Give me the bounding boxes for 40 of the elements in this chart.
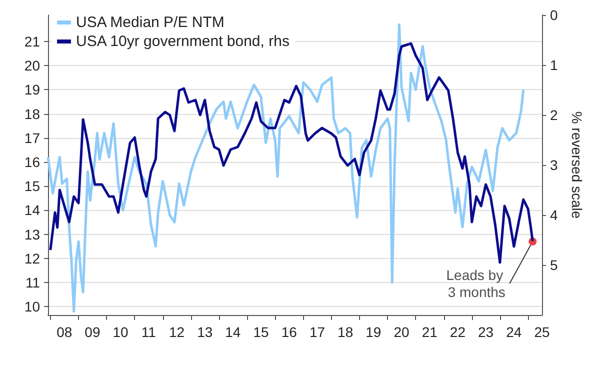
y2-tick-label: 4: [550, 207, 558, 223]
y2-tick-label: 0: [550, 7, 558, 23]
x-tick-label: 16: [281, 324, 298, 340]
y-tick-label: 12: [24, 250, 40, 266]
y-tick-label: 13: [24, 226, 40, 242]
x-tick-label: 13: [197, 324, 213, 340]
y2-tick-label: 2: [550, 107, 558, 123]
y2-tick-label: 1: [550, 57, 558, 73]
y-tick-label: 14: [24, 202, 40, 218]
y-tick-label: 16: [24, 154, 40, 170]
x-tick-label: 11: [141, 324, 156, 340]
y-tick-label: 19: [24, 82, 40, 98]
y2-tick-label: 5: [550, 257, 558, 273]
x-tick-label: 10: [112, 324, 129, 340]
y-tick-label: 17: [24, 130, 40, 146]
x-tick-label: 25: [534, 324, 550, 340]
y-tick-label: 10: [24, 298, 40, 315]
y-tick-label: 15: [24, 178, 40, 194]
x-tick-label: 17: [309, 324, 326, 340]
legend-label: USA 10yr government bond, rhs: [76, 33, 290, 50]
x-tick-label: 12: [168, 324, 185, 340]
y-tick-label: 11: [25, 274, 40, 290]
x-tick-label: 19: [366, 324, 382, 340]
x-tick-label: 14: [225, 324, 241, 340]
y-tick-label: 18: [24, 106, 40, 122]
x-tick-label: 18: [338, 324, 354, 340]
y2-axis-title: % reversed scale: [569, 111, 585, 219]
x-tick-label: 15: [253, 324, 269, 340]
x-tick-label: 20: [394, 324, 410, 340]
y-tick-label: 20: [24, 58, 40, 74]
x-tick-label: 09: [84, 324, 100, 340]
x-tick-label: 23: [478, 324, 494, 340]
y-tick-label: 21: [24, 34, 40, 50]
x-tick-label: 24: [506, 324, 522, 340]
legend-label: USA Median P/E NTM: [76, 14, 224, 31]
y2-tick-label: 3: [550, 157, 558, 173]
annotation: Leads by 3 months: [446, 267, 507, 300]
x-tick-label: 22: [450, 324, 466, 340]
x-tick-label: 21: [422, 324, 438, 340]
x-tick-label: 08: [56, 324, 72, 340]
